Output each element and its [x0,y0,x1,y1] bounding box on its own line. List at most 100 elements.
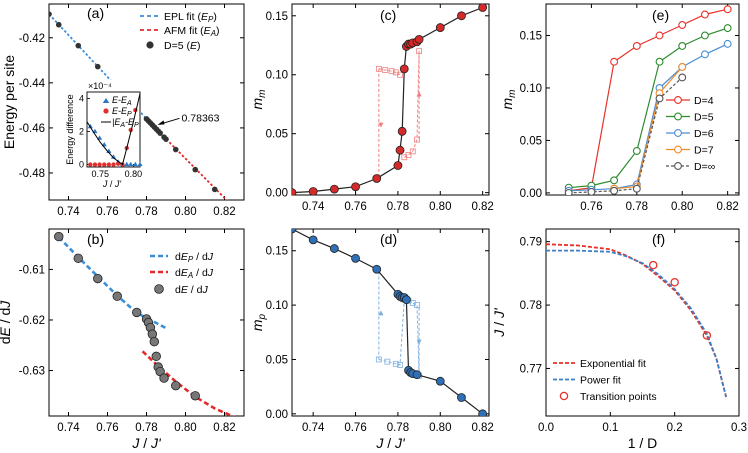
legend-label: Exponential fit [580,358,646,370]
transition-point [670,277,679,287]
x-tick-label: 0.74 [302,201,325,213]
legend-label: D=7 [694,145,714,157]
data-point [372,174,382,183]
data-point [55,21,62,28]
data-point [190,391,200,401]
plot-area [564,5,732,195]
x-tick-label: 0.82 [471,422,493,434]
panel-label: (f) [652,231,665,247]
y-tick-label: -0.44 [19,78,46,90]
series-point [655,57,664,66]
data-point [308,235,318,245]
panel-d: 0.74 0.76 0.78 0.80 0.82 0.00 0.05 0.10 0.15 (d) J… [249,228,494,451]
series-point [610,176,619,185]
legend-marker [559,391,569,401]
data-point [292,229,297,234]
plot-frame [545,228,740,417]
hysteresis-branch [408,300,420,376]
x-tick-label: 0.3 [731,422,747,434]
series-point [655,31,664,40]
legend-marker [674,145,682,154]
data-point [435,23,445,32]
data-point [159,373,169,383]
series-point [610,57,619,66]
data-point [372,264,382,274]
panel-f: 0.0 0.1 0.2 0.3 0.77 0.78 0.79 (f) 1 / D J / J' Ex… [491,228,747,451]
inset-line [86,93,141,166]
inset-point [106,162,112,167]
inset-point [88,162,93,167]
plot-area [292,4,488,195]
inset-x-tick-label: 0.80 [125,169,143,179]
y-tick-label: -0.42 [19,33,45,45]
series-point [678,21,687,29]
panel-a: 0.74 0.76 0.78 0.80 0.82 -0.42 -0.44 -0.46 -0.48… [1,3,245,218]
hysteresis-point [388,68,395,75]
x-tick-label: 0.80 [671,201,693,213]
legend-label-afm: AFM fit (EA) [164,25,220,38]
x-tick-label: 0.0 [538,422,554,434]
y-tick-label: 0.77 [520,363,542,375]
inset-y-tick-label: 2 [79,127,84,137]
legend-label: D=6 [694,128,714,140]
y-tick-label: -0.46 [19,123,45,135]
legend-label: Power fit [580,375,621,387]
x-tick-label: 0.76 [96,206,118,218]
series-point [723,5,732,14]
fit-line [152,125,228,200]
legend-b: dEP / dJ dEA / dJ dE / dJ [150,251,214,296]
inset-legend-label-ep: E-EP [112,106,132,118]
inset-triangle [132,161,138,167]
x-axis-label: 1 / D [628,435,658,451]
y-tick-label: -0.62 [19,315,45,327]
data-point [435,376,445,386]
x-tick-label: 0.80 [174,206,196,218]
plot-frame [291,228,490,417]
plot-frame [291,3,490,196]
x-tick-label: 0.80 [174,422,196,434]
legend-label-epl: EPL fit (EP) [164,11,217,24]
data-point [132,307,142,318]
series-point [632,146,641,155]
x-tick-label: 0.1 [602,422,618,434]
y-tick-label: 0.05 [520,135,542,147]
data-point [192,166,199,173]
y-tick-label: 0.15 [266,246,288,258]
inset-x-label: J / J' [102,179,122,189]
inset: 0.75 0.80 0 2 4 ×10⁻⁴ Energy difference J / J' [65,80,143,189]
data-point [478,4,488,12]
legend-swatch-d5 [146,41,154,49]
inset-triangle [124,161,130,167]
hysteresis-arrow [416,91,422,97]
x-axis-label: J / J' [131,435,162,451]
legend-label: Transition points [580,391,657,403]
legend-marker [674,112,682,121]
x-tick-label: 0.74 [302,422,325,434]
legend-f: Exponential fit Power fit Transition point… [553,358,657,403]
legend-label-dep: dEP / dJ [175,251,214,264]
series-point [723,39,732,48]
fit-line [546,243,727,398]
panel-c: 0.74 0.76 0.78 0.80 0.82 0.00 0.05 0.10 0.15 (c) m… [249,3,494,213]
data-point [308,187,318,195]
series-point [655,94,664,103]
y-tick-label: 0.15 [266,11,288,23]
inset-y-tick-label: 4 [79,94,84,104]
x-tick-label: 0.80 [429,422,451,434]
series-point [678,73,687,82]
inset-triangle [128,161,134,167]
data-point [49,11,52,17]
data-point [412,370,422,380]
data-point [149,337,160,347]
x-tick-label: 0.78 [626,201,648,213]
y-tick-label: 0.10 [266,300,288,312]
series-line [614,66,683,190]
data-point [172,146,179,153]
annotation-arrowhead [157,120,165,125]
data-point [457,11,466,21]
y-tick-label: 0.10 [266,70,288,82]
y-tick-label: 0.05 [266,129,288,141]
inset-legend-label-diff: |EA-EP| [112,117,141,129]
hysteresis-point [375,65,382,72]
panel-e: 0.76 0.78 0.80 0.82 0.00 0.05 0.10 0.15 (e) mm D=4… [499,3,740,213]
